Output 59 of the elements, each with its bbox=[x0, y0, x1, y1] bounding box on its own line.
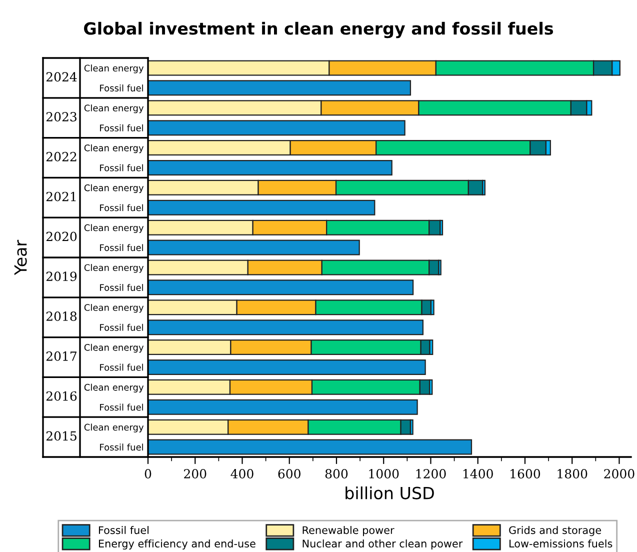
y-tick-label: Clean energy bbox=[84, 424, 144, 432]
bar bbox=[148, 120, 406, 136]
legend-label: Grids and storage bbox=[509, 526, 602, 536]
y-tick-label: Fossil fuel bbox=[100, 164, 143, 172]
legend-label: Low-emissions fuels bbox=[510, 539, 612, 548]
text: 2020 bbox=[46, 232, 77, 242]
x-tick-label: 1200 bbox=[416, 469, 446, 478]
text: 2016 bbox=[46, 391, 77, 401]
y-tick-label: Fossil fuel bbox=[100, 284, 143, 291]
legend-label: Nuclear and other clean power bbox=[302, 539, 463, 550]
x-tick-label: 0 bbox=[144, 469, 152, 478]
x-tick-label: 1800 bbox=[558, 469, 588, 478]
y-tick-label: Fossil fuel bbox=[100, 364, 143, 371]
bar bbox=[148, 200, 376, 216]
x-tick-label: 600 bbox=[278, 469, 300, 478]
y-tick-label: Clean energy bbox=[84, 264, 144, 273]
x-tick-label: 800 bbox=[325, 469, 348, 478]
y-tick-label: Clean energy bbox=[84, 344, 144, 353]
chart-title: Global investment in clean energy and fossil fuels bbox=[84, 22, 554, 38]
bar bbox=[148, 80, 412, 96]
y-tick-label: Clean energy bbox=[84, 144, 144, 154]
text: 2022 bbox=[46, 152, 76, 162]
legend-label: Renewable power bbox=[302, 526, 394, 536]
bar bbox=[148, 359, 426, 375]
x-tick-label: 2000 bbox=[604, 469, 634, 478]
bar bbox=[148, 399, 418, 415]
x-tick-label: 200 bbox=[184, 469, 206, 478]
y-tick-label: Clean energy bbox=[84, 384, 144, 392]
text: 2015 bbox=[46, 431, 76, 441]
y-tick-label: Fossil fuel bbox=[100, 444, 143, 451]
y-tick-label: Clean energy bbox=[84, 224, 144, 233]
legend-label: Energy efficiency and end-use bbox=[98, 539, 256, 550]
y-tick-label: Fossil fuel bbox=[100, 404, 143, 411]
text: 2018 bbox=[46, 312, 77, 321]
text: 2024 bbox=[46, 72, 77, 82]
text: 2017 bbox=[46, 351, 76, 361]
y-axis-title: Year bbox=[14, 240, 27, 276]
y-tick-label: Clean energy bbox=[84, 104, 144, 114]
x-tick-label: 1600 bbox=[510, 469, 540, 478]
x-axis-title: billion USD bbox=[346, 486, 434, 500]
text: 2021 bbox=[46, 192, 76, 202]
bar bbox=[148, 280, 414, 296]
bar bbox=[148, 320, 424, 336]
y-tick-label: Clean energy bbox=[84, 184, 144, 193]
y-tick-label: Fossil fuel bbox=[100, 84, 143, 92]
x-tick-label: 1400 bbox=[463, 469, 493, 478]
y-tick-label: Fossil fuel bbox=[100, 244, 143, 252]
y-tick-label: Clean energy bbox=[84, 64, 144, 74]
text: 2019 bbox=[46, 272, 77, 282]
bar bbox=[148, 160, 392, 176]
y-tick-label: Fossil fuel bbox=[100, 124, 143, 132]
x-tick-label: 400 bbox=[230, 469, 254, 478]
y-tick-label: Fossil fuel bbox=[100, 324, 143, 331]
y-tick-label: Clean energy bbox=[84, 304, 144, 313]
bar bbox=[148, 439, 472, 455]
y-tick-label: Fossil fuel bbox=[100, 204, 143, 212]
bar bbox=[148, 240, 360, 256]
text: 2023 bbox=[46, 112, 76, 122]
x-tick-label: 1000 bbox=[369, 469, 399, 478]
